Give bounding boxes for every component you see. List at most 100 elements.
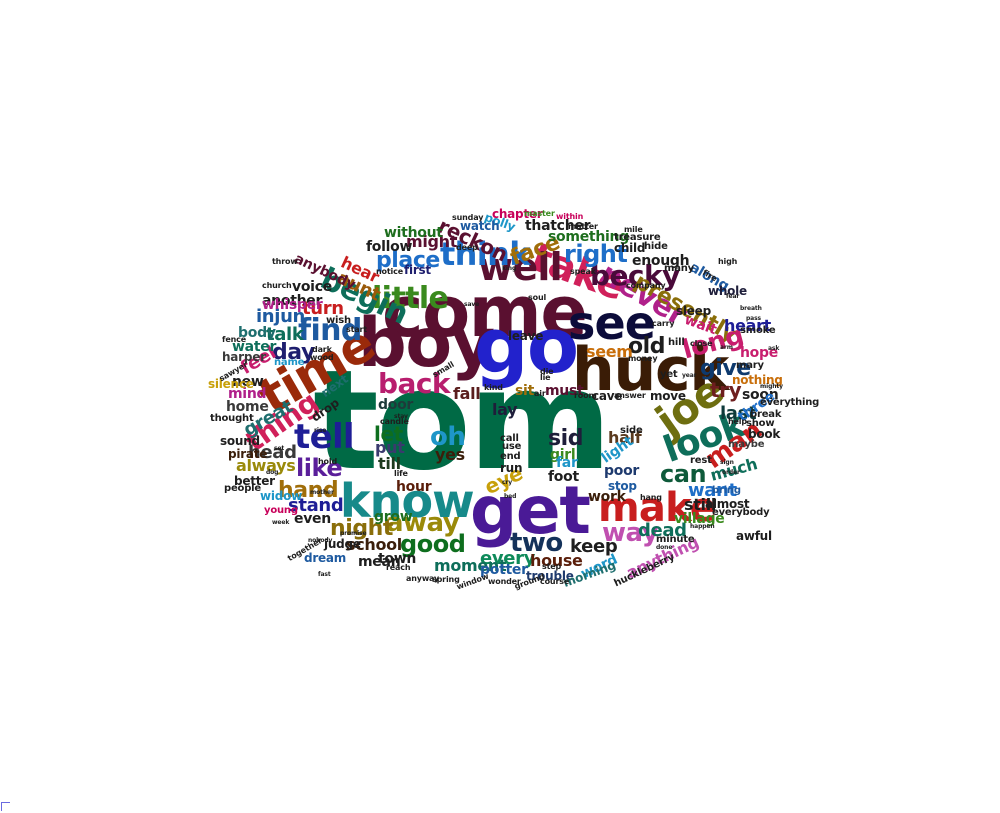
word-harper: harper — [222, 350, 266, 364]
word-back: back — [378, 367, 450, 400]
word-wood: wood — [310, 353, 334, 362]
word-thatcher: thatcher — [525, 218, 591, 234]
word-get: get — [470, 472, 591, 549]
word-little: little — [372, 281, 449, 316]
word-day: day — [272, 340, 315, 365]
word-ask: ask — [768, 345, 780, 352]
word-soon: soon — [742, 387, 779, 403]
word-mighty: mighty — [760, 383, 783, 390]
word-might: might — [406, 232, 458, 251]
word-water: water — [232, 339, 277, 355]
word-year: year — [682, 372, 697, 379]
word-done: done — [656, 544, 673, 551]
word-answer: answer — [614, 391, 646, 400]
word-girl: girl — [550, 447, 576, 463]
word-think: think — [440, 235, 531, 273]
word-die: die — [540, 367, 554, 376]
word-watch: watch — [460, 219, 500, 233]
word-nobody: nobody — [308, 537, 333, 544]
word-becky: becky — [590, 259, 680, 292]
word-breath: breath — [740, 305, 762, 312]
word-dream: dream — [304, 551, 347, 565]
word-home: home — [226, 399, 269, 415]
word-whole: whole — [708, 284, 747, 298]
word-without: without — [384, 225, 443, 241]
word-candle: candle — [380, 417, 409, 426]
word-want: want — [688, 480, 737, 501]
word-sid: sid — [548, 426, 584, 451]
word-dark: dark — [312, 345, 332, 354]
word-try: try — [710, 378, 742, 402]
word-way: way — [602, 518, 659, 548]
word-foot: foot — [548, 469, 579, 485]
word-church: church — [262, 281, 292, 290]
word-boy: boy — [358, 304, 495, 383]
word-two: two — [510, 528, 563, 558]
word-notice: notice — [376, 267, 403, 276]
word-sign: sign — [720, 459, 734, 466]
word-turn: turn — [302, 298, 344, 319]
word-start: start — [346, 325, 367, 334]
word-bring: bring — [712, 485, 741, 496]
word-lay: lay — [492, 400, 518, 419]
word-within: within — [556, 212, 584, 221]
word-till: till — [378, 454, 401, 473]
word-run: run — [500, 461, 523, 475]
word-school: school — [346, 535, 402, 554]
word-heart: heart — [724, 316, 771, 335]
word-name: name — [274, 357, 305, 368]
word-many: many — [664, 263, 695, 274]
word-book: book — [748, 427, 781, 441]
word-course: course — [540, 577, 570, 586]
word-fence: fence — [222, 335, 246, 344]
word-better: better — [234, 474, 275, 488]
word-end: end — [500, 451, 521, 462]
word-window: window — [455, 571, 490, 592]
word-dog: dog — [266, 469, 279, 476]
word-every: every — [480, 548, 535, 569]
word-last: last — [720, 403, 757, 424]
word-like: like — [296, 454, 343, 482]
word-come: come — [382, 271, 588, 353]
word-mile: mile — [624, 225, 643, 234]
word-anyway: anyway — [406, 574, 440, 583]
word-stand: stand — [288, 495, 344, 516]
word-rise: rise — [314, 427, 327, 434]
word-happen: happen — [690, 523, 715, 530]
word-good: good — [400, 530, 466, 558]
word-mary: mary — [736, 360, 764, 371]
word-move: move — [650, 389, 686, 403]
word-awful: awful — [736, 529, 772, 543]
word-even: even — [294, 511, 331, 527]
word-something: something — [548, 229, 629, 245]
word-house: house — [530, 551, 583, 570]
word-cry: cry — [502, 479, 513, 486]
word-stay: stay — [394, 413, 408, 420]
word-pass: pass — [746, 315, 762, 322]
word-young: young — [264, 505, 298, 516]
word-poor: poor — [604, 463, 640, 479]
word-speak: speak — [570, 267, 596, 276]
word-mind: mind — [228, 386, 267, 402]
word-high: high — [718, 257, 738, 266]
word-throw: throw — [272, 257, 298, 266]
word-bed: bed — [504, 493, 517, 500]
word-pirate: pirate — [228, 447, 268, 461]
word-must: must — [545, 383, 584, 399]
word-make: make — [598, 485, 717, 531]
word-smoke: smoke — [740, 325, 776, 336]
word-call: call — [500, 433, 519, 444]
word-thought: thought — [210, 413, 254, 424]
word-hope: hope — [740, 345, 778, 361]
word-always: always — [236, 456, 296, 475]
word-maybe: maybe — [728, 439, 765, 450]
word-everything: everything — [760, 397, 820, 408]
word-promise: promise — [340, 530, 367, 537]
word-mean: mean — [358, 554, 401, 570]
word-rest: rest — [690, 455, 712, 466]
word-break: break — [750, 409, 782, 420]
word-grow: grow — [374, 509, 413, 525]
word-whisper: whisper — [262, 297, 323, 313]
word-see: see — [568, 296, 656, 350]
